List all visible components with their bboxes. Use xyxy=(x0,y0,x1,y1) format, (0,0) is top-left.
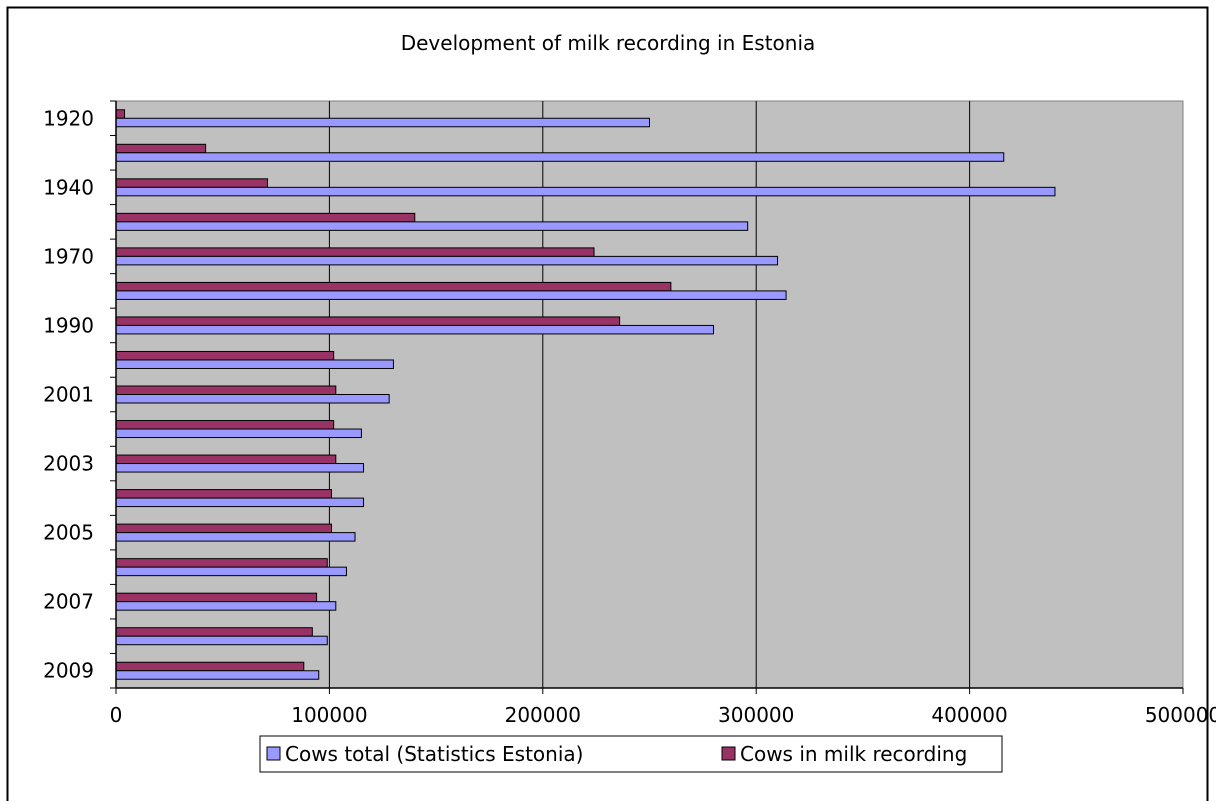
bar-cows-in-milk-recording xyxy=(115,592,318,603)
bar-cows-in-milk-recording xyxy=(115,247,595,257)
bar-cows-in-milk-recording xyxy=(115,109,126,119)
bar-cows-in-milk-recording xyxy=(115,178,269,188)
y-tick-label: 2007 xyxy=(43,590,94,614)
bar-cows-total xyxy=(115,497,365,508)
y-tick-label: 1970 xyxy=(43,244,94,268)
x-tick-label: 200000 xyxy=(505,703,581,727)
x-tick-label: 400000 xyxy=(931,703,1007,727)
bar-cows-total xyxy=(115,359,394,369)
y-tick-label: 2003 xyxy=(43,452,94,476)
bar-cows-in-milk-recording xyxy=(115,627,313,637)
bar-cows-total xyxy=(115,566,347,577)
bar-cows-in-milk-recording xyxy=(115,558,328,568)
bar-cows-total xyxy=(115,532,356,542)
chart-title: Development of milk recording in Estonia xyxy=(401,31,816,55)
legend-label-cows-total: Cows total (Statistics Estonia) xyxy=(285,742,583,766)
bar-cows-total xyxy=(115,635,328,646)
bar-cows-in-milk-recording xyxy=(115,316,621,326)
bar-cows-in-milk-recording xyxy=(115,523,333,534)
legend-swatch-cows-total xyxy=(266,746,281,761)
legend-swatch-cows-in-milk-recording xyxy=(721,746,736,761)
legend: Cows total (Statistics Estonia) Cows in m… xyxy=(259,735,1003,773)
y-tick-label: 1940 xyxy=(43,175,94,199)
bar-cows-total xyxy=(115,255,779,266)
y-tick-label: 1990 xyxy=(43,313,94,337)
bar-cows-total xyxy=(115,117,650,128)
axes: 0 100000 200000 300000 400000 500000 1920 1940 1… xyxy=(43,100,1216,727)
bar-cows-in-milk-recording xyxy=(115,454,337,465)
bar-cows-in-milk-recording xyxy=(115,489,333,499)
bar-cows-in-milk-recording xyxy=(115,212,416,223)
bar-cows-total xyxy=(115,428,362,439)
x-tick-label: 500000 xyxy=(1145,703,1216,727)
bar-cows-in-milk-recording xyxy=(115,661,305,672)
bar-cows-total xyxy=(115,670,320,680)
bar-cows-total xyxy=(115,324,715,335)
y-tick-label: 2001 xyxy=(43,383,94,407)
x-tick-label: 0 xyxy=(110,703,123,727)
bar-cows-total xyxy=(115,221,749,231)
bar-cows-in-milk-recording xyxy=(115,385,337,395)
bar-cows-total xyxy=(115,186,1056,197)
y-tick-label: 2009 xyxy=(43,659,94,683)
y-tick-label: 1920 xyxy=(43,106,94,130)
legend-label-cows-in-milk-recording: Cows in milk recording xyxy=(740,742,967,766)
bar-cows-total xyxy=(115,394,390,404)
bar-cows-in-milk-recording xyxy=(115,143,207,154)
x-tick-label: 100000 xyxy=(291,703,367,727)
bar-cows-in-milk-recording xyxy=(115,420,335,430)
bar-cows-total xyxy=(115,463,365,473)
bar-cows-total xyxy=(115,290,787,300)
x-tick-label: 300000 xyxy=(718,703,794,727)
bar-cows-total xyxy=(115,601,337,611)
y-tick-label: 2005 xyxy=(43,521,94,545)
bar-cows-in-milk-recording xyxy=(115,281,672,292)
bar-cows-in-milk-recording xyxy=(115,350,335,361)
legend-box xyxy=(259,735,1003,773)
bar-cows-total xyxy=(115,152,1005,162)
